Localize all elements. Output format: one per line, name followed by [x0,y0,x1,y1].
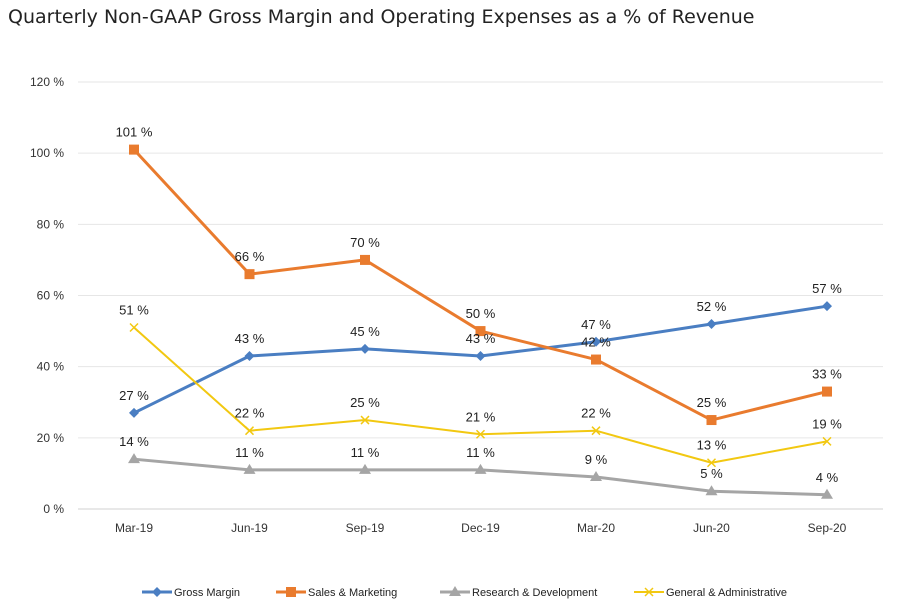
data-point-general-administrative [706,458,717,468]
data-point-research-development [474,463,487,474]
y-tick-label: 100 % [30,146,64,160]
data-label-gross-margin: 52 % [697,299,727,314]
legend-marker-gross-margin [152,587,162,597]
data-label-gross-margin: 45 % [350,324,380,339]
y-tick-label: 60 % [37,289,65,303]
data-label-research-development: 9 % [585,452,608,467]
data-labels: 27 % 43 % 45 % 43 % 47 % 52 % 57 % 101 % 66 % 70 … [116,125,843,485]
data-label-general-administrative: 22 % [581,406,611,421]
data-point-sales-marketing [475,326,486,337]
data-point-gross-margin [244,350,255,361]
data-label-research-development: 5 % [700,466,723,481]
legend-marker-general-administrative [644,587,654,597]
data-label-research-development: 14 % [119,434,149,449]
data-label-general-administrative: 22 % [235,406,265,421]
x-tick-label: Mar-19 [115,521,153,535]
x-marker-stroke [360,415,370,425]
data-label-sales-marketing: 25 % [697,395,727,410]
x-axis: Mar-19 Jun-19 Sep-19 Dec-19 Mar-20 Jun-20 Sep-… [115,521,847,535]
data-point-research-development [359,463,371,474]
y-tick-label: 40 % [37,360,65,374]
data-point-gross-margin [591,336,601,347]
x-tick-label: Jun-20 [693,521,730,535]
data-label-research-development: 11 % [351,445,380,460]
data-label-gross-margin: 27 % [119,388,149,403]
x-marker-stroke [129,322,139,333]
chart-title: Quarterly Non-GAAP Gross Margin and Oper… [8,6,755,28]
data-label-general-administrative: 19 % [812,416,842,431]
data-label-general-administrative: 25 % [350,395,380,410]
x-marker-stroke [644,587,654,597]
x-marker-stroke [591,426,601,436]
x-tick-label: Sep-20 [808,521,847,535]
x-marker-stroke [244,426,255,436]
y-tick-label: 0 % [43,502,64,516]
legend-label-sales-marketing: Sales & Marketing [308,587,397,599]
data-label-sales-marketing: 42 % [581,335,611,350]
data-label-gross-margin: 57 % [812,281,842,296]
data-point-sales-marketing [129,144,139,155]
data-point-general-administrative [244,426,255,436]
data-label-general-administrative: 13 % [697,438,727,453]
gridlines [78,81,883,510]
data-point-research-development [128,453,140,464]
y-tick-label: 20 % [37,431,65,445]
data-point-general-administrative [360,415,370,425]
data-label-general-administrative: 51 % [119,303,149,318]
data-point-sales-marketing [706,415,717,426]
data-point-gross-margin [360,343,370,354]
legend-label-gross-margin: Gross Margin [174,587,240,599]
data-point-general-administrative [475,429,486,439]
data-label-gross-margin: 43 % [466,331,496,346]
data-point-sales-marketing [244,269,255,280]
data-point-gross-margin [129,407,139,418]
legend-marker-sales-marketing [286,587,296,597]
x-tick-label: Jun-19 [231,521,268,535]
y-tick-label: 120 % [30,75,64,89]
legend-marker-research-development [449,586,461,596]
x-marker-stroke [475,429,486,439]
data-point-general-administrative [822,436,832,446]
data-label-gross-margin: 43 % [235,331,265,346]
data-label-sales-marketing: 33 % [812,367,842,382]
data-label-sales-marketing: 66 % [235,249,265,264]
data-point-sales-marketing [822,386,832,397]
series-group [128,144,833,499]
data-point-gross-margin [822,301,832,312]
data-label-research-development: 11 % [466,445,495,460]
x-tick-label: Mar-20 [577,521,615,535]
y-axis: 0 % 20 % 40 % 60 % 80 % 100 % 120 % [30,75,64,516]
data-label-research-development: 11 % [235,445,264,460]
x-tick-label: Sep-19 [346,521,385,535]
data-point-gross-margin [475,350,486,361]
data-point-research-development [243,463,256,474]
x-marker-stroke [706,458,717,468]
x-tick-label: Dec-19 [461,521,500,535]
data-label-gross-margin: 47 % [581,317,611,332]
data-label-general-administrative: 21 % [466,409,496,424]
legend-label-general-administrative: General & Administrative [666,587,787,599]
data-label-research-development: 4 % [816,470,839,485]
legend: Gross Margin Sales & Marketing Research & … [142,586,787,599]
data-point-general-administrative [591,426,601,436]
legend-label-research-development: Research & Development [472,587,597,599]
data-point-general-administrative [129,322,139,333]
series-line-sales-marketing [132,148,828,422]
y-tick-label: 80 % [37,217,65,231]
data-label-sales-marketing: 70 % [350,235,380,250]
data-point-research-development [705,485,718,496]
data-point-research-development [821,488,833,499]
data-label-sales-marketing: 50 % [466,306,496,321]
data-point-gross-margin [706,318,717,329]
data-label-sales-marketing: 101 % [116,125,153,140]
data-point-research-development [590,470,602,481]
data-point-sales-marketing [360,254,370,265]
data-point-sales-marketing [591,354,601,365]
x-marker-stroke [822,436,832,446]
